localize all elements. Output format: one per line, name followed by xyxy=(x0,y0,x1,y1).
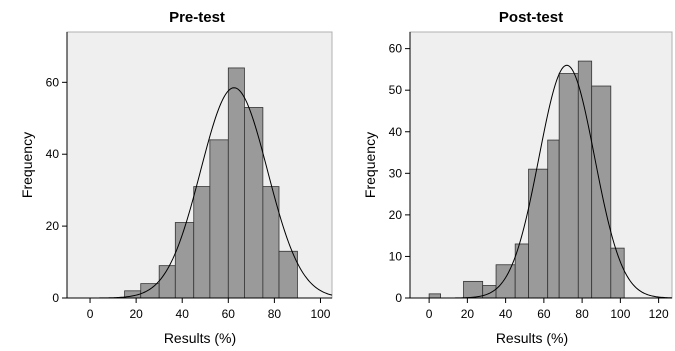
histogram-bar xyxy=(482,285,497,299)
y-tick-label: 30 xyxy=(389,166,403,180)
y-tick-label: 50 xyxy=(389,83,403,97)
x-tick-label: 20 xyxy=(461,307,475,321)
pre-test-y-axis-label: Frequency xyxy=(19,132,35,198)
x-tick-label: 100 xyxy=(310,307,330,321)
histogram-bar xyxy=(244,107,264,299)
x-tick-label: 40 xyxy=(176,307,190,321)
y-tick-label: 0 xyxy=(395,291,402,305)
x-tick-label: 80 xyxy=(268,307,282,321)
histogram-bar xyxy=(547,139,560,299)
histogram-bar xyxy=(209,139,229,299)
histogram-bar xyxy=(140,283,160,299)
post-test-x-axis-label: Results (%) xyxy=(496,330,568,346)
x-tick-label: 80 xyxy=(575,307,589,321)
x-tick-label: 120 xyxy=(649,307,669,321)
y-tick-label: 40 xyxy=(389,125,403,139)
y-tick-label: 20 xyxy=(389,208,403,222)
histogram-bar xyxy=(495,264,516,299)
pre-test-x-axis-label: Results (%) xyxy=(164,330,236,346)
y-tick-label: 40 xyxy=(46,147,60,161)
post-test-y-axis-label: Frequency xyxy=(362,132,378,198)
histogram-bar xyxy=(558,73,579,299)
x-tick-label: 0 xyxy=(426,307,433,321)
x-tick-label: 60 xyxy=(222,307,236,321)
x-tick-label: 60 xyxy=(537,307,551,321)
y-tick-label: 60 xyxy=(389,42,403,56)
y-tick-label: 20 xyxy=(46,219,60,233)
histogram-bar xyxy=(227,67,245,299)
histogram-bar xyxy=(463,280,484,299)
x-tick-label: 20 xyxy=(129,307,143,321)
x-tick-label: 40 xyxy=(499,307,513,321)
x-tick-label: 100 xyxy=(610,307,630,321)
post-test-panel: Post-test Frequency Results (%) 0 20 40 60 8… xyxy=(362,9,673,346)
pre-test-panel: Pre-test Frequency Results (%) 0 20 40 60 80… xyxy=(19,9,333,346)
histogram-bar xyxy=(174,222,195,299)
y-tick-label: 60 xyxy=(46,75,60,89)
post-test-title: Post-test xyxy=(499,9,563,26)
pre-test-title: Pre-test xyxy=(169,9,225,26)
histogram-bar xyxy=(428,293,441,299)
histogram-bar xyxy=(193,186,211,299)
histogram-bar xyxy=(577,60,593,299)
histogram-bar xyxy=(528,168,549,299)
y-tick-label: 0 xyxy=(52,291,59,305)
y-tick-label: 10 xyxy=(389,249,403,263)
x-tick-label: 0 xyxy=(87,307,94,321)
